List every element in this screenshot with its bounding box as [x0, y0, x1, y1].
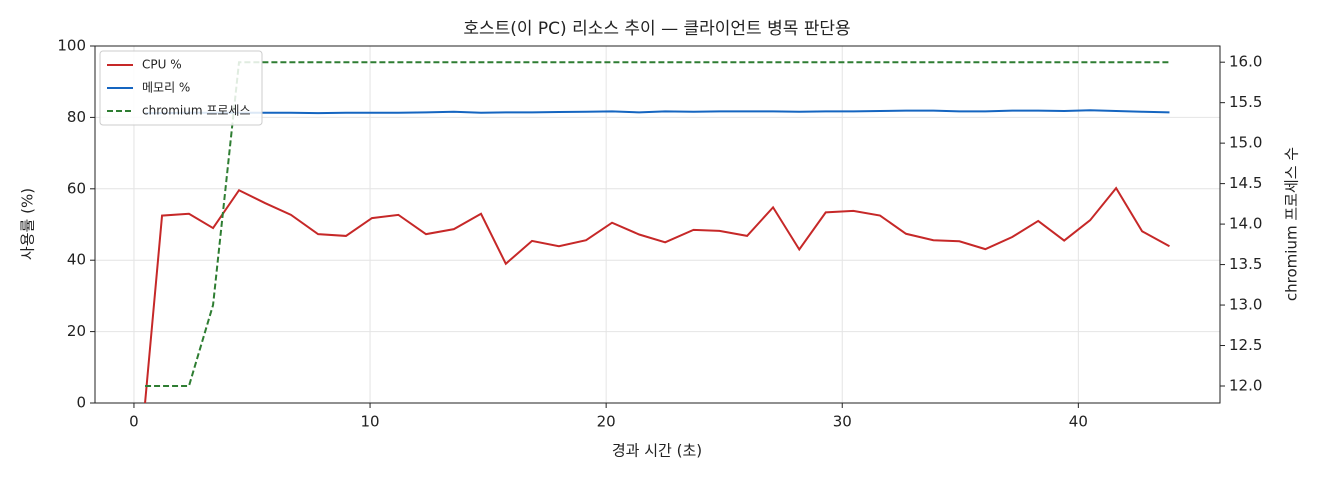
x-tick-label: 30 [833, 413, 852, 431]
series-line [144, 186, 1170, 404]
y-tick-label: 60 [67, 179, 86, 197]
y2-axis-label: chromium 프로세스 수 [1283, 147, 1301, 301]
series-line [145, 61, 1170, 387]
y-tick-label: 0 [76, 394, 86, 412]
y2-tick-label: 12.0 [1229, 377, 1262, 395]
y2-tick-label: 13.5 [1229, 255, 1262, 273]
y2-tick-label: 14.0 [1229, 215, 1262, 233]
y-tick-label: 80 [67, 108, 86, 126]
legend-box [99, 50, 263, 126]
y2-tick-label: 13.0 [1229, 296, 1262, 314]
legend-label: chromium 프로세스 [142, 104, 251, 118]
y2-tick-label: 12.5 [1229, 336, 1262, 354]
plot-frame [94, 45, 1221, 404]
x-tick-label: 20 [597, 413, 616, 431]
x-axis-label: 경과 시간 (초) [612, 442, 702, 460]
y-tick-label: 100 [57, 37, 86, 55]
y2-tick-label: 15.0 [1229, 134, 1262, 152]
legend-label: CPU % [142, 58, 182, 72]
x-tick-label: 0 [129, 413, 139, 431]
y-tick-label: 20 [67, 322, 86, 340]
x-tick-label: 40 [1069, 413, 1088, 431]
legend: CPU % 메모리 % chromium 프로세스 [99, 50, 263, 126]
y-tick-label: 40 [67, 251, 86, 269]
y2-tick-label: 16.0 [1229, 53, 1262, 71]
y-axis-label: 사용률 (%) [19, 188, 37, 260]
series-line [145, 109, 1170, 115]
x-tick-label: 10 [361, 413, 380, 431]
y2-tick-label: 15.5 [1229, 93, 1262, 111]
legend-label: 메모리 % [142, 81, 190, 95]
y2-tick-label: 14.5 [1229, 174, 1262, 192]
chart-title: 호스트(이 PC) 리소스 추이 — 클라이언트 병목 판단용 [463, 19, 850, 39]
